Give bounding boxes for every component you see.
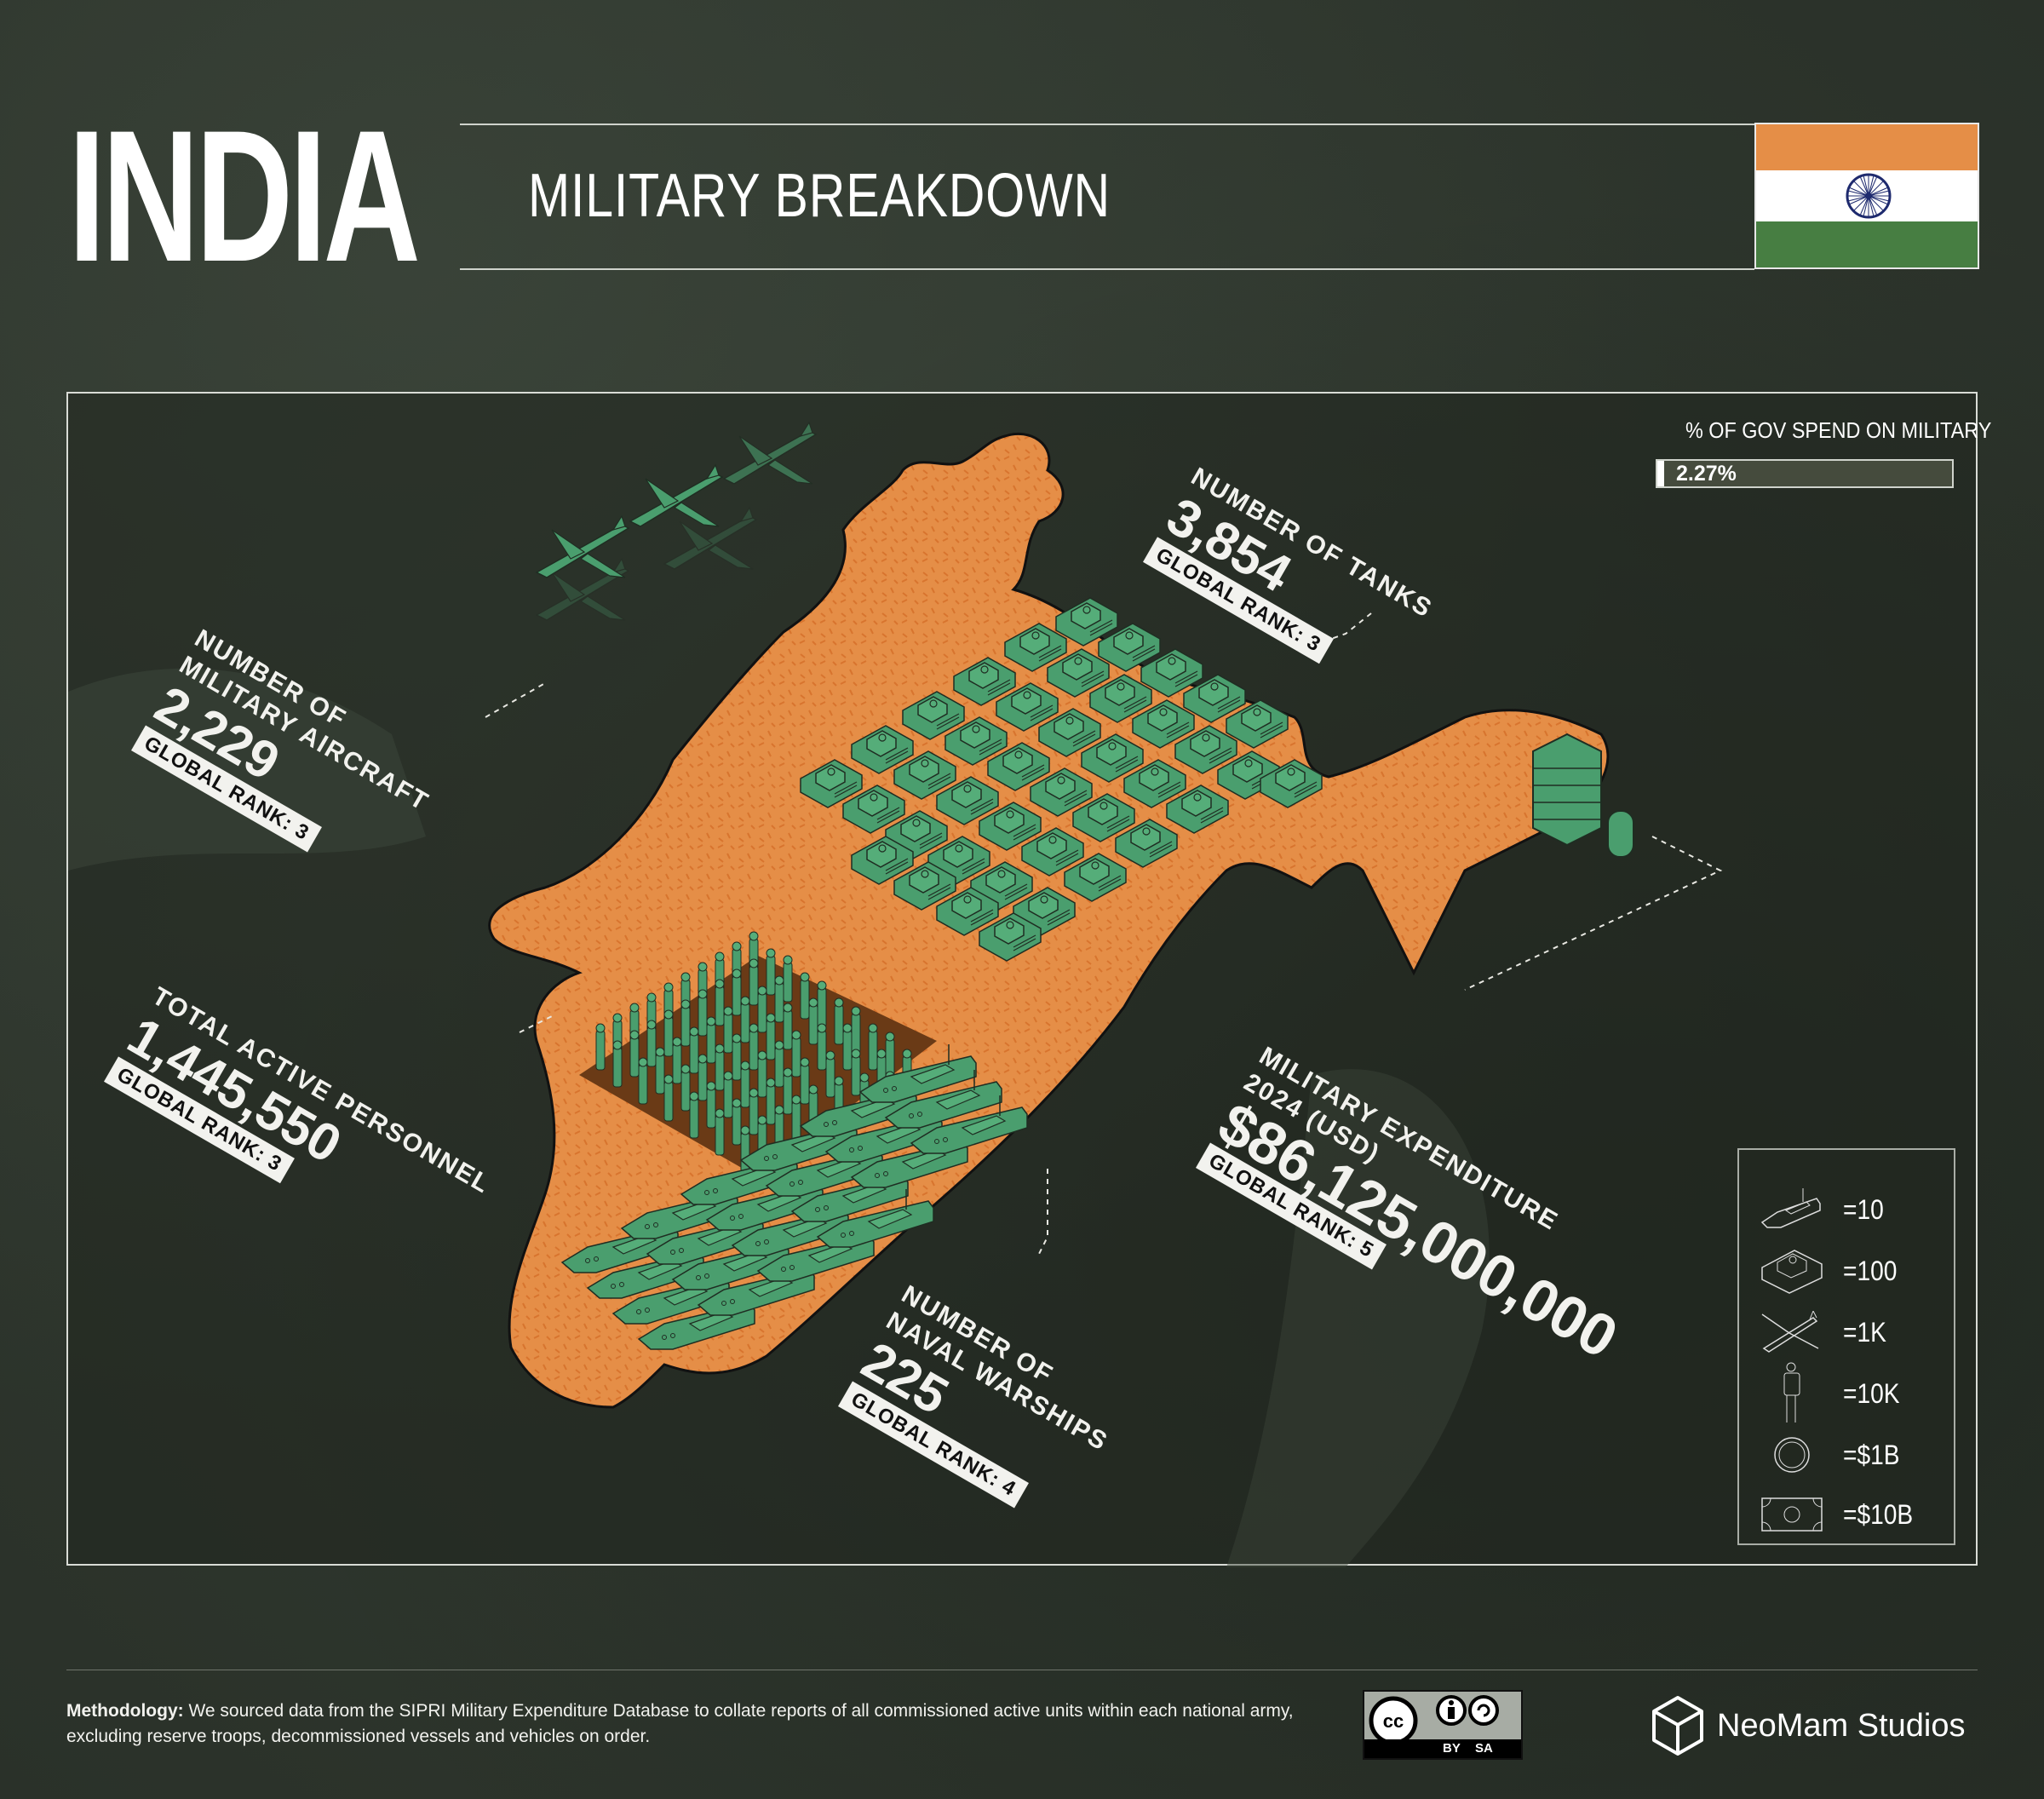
legend-item-banknote: =$10B	[1758, 1489, 1922, 1540]
ashoka-chakra-icon	[1846, 173, 1892, 219]
aircraft-units	[536, 422, 817, 621]
banknote-icon	[1758, 1489, 1826, 1540]
cc-license-badge[interactable]: cc BY SA	[1363, 1690, 1523, 1760]
india-map	[68, 422, 1723, 1567]
brand-name: NeoMam Studios	[1717, 1707, 1966, 1744]
header-rule-top	[460, 124, 1754, 125]
methodology-note: Methodology: We sourced data from the SI…	[66, 1698, 1327, 1750]
methodology-label: Methodology:	[66, 1701, 184, 1721]
page-subtitle: MILITARY BREAKDOWN	[528, 162, 1111, 230]
country-title: INDIA	[68, 91, 421, 301]
india-flag	[1754, 123, 1979, 269]
svg-text:cc: cc	[1383, 1710, 1404, 1732]
legend-item-tank: =100	[1758, 1245, 1904, 1296]
legend-item-coin: =$1B	[1758, 1429, 1908, 1480]
leader-lines	[485, 612, 1723, 1255]
flag-white-stripe	[1756, 170, 1978, 221]
cc-label-bar: BY SA	[1364, 1739, 1521, 1758]
cube-logo-icon	[1652, 1696, 1703, 1756]
gov-spend-label: % OF GOV SPEND ON MILITARY	[1685, 417, 1992, 443]
methodology-text: We sourced data from the SIPRI Military …	[66, 1701, 1294, 1746]
aircraft-icon	[1758, 1307, 1826, 1358]
cc-by-sa-icon: cc	[1369, 1695, 1499, 1745]
legend: =10 =100 =1K =10K =$1B	[1737, 1148, 1955, 1545]
brand-logo[interactable]: NeoMam Studios	[1651, 1695, 1965, 1756]
infographic-frame: % OF GOV SPEND ON MILITARY 2.27%	[66, 392, 1992, 1567]
coin-icon	[1758, 1429, 1826, 1480]
flag-saffron-stripe	[1756, 124, 1978, 170]
money-units	[1532, 733, 1634, 858]
gov-spend-panel: % OF GOV SPEND ON MILITARY 2.27%	[1656, 417, 1992, 488]
personnel-units	[579, 931, 937, 1177]
gov-spend-fill	[1657, 461, 1664, 486]
gov-spend-value: 2.27%	[1676, 462, 1737, 486]
tank-icon	[1758, 1245, 1826, 1296]
flag-green-stripe	[1756, 221, 1978, 267]
warship-icon	[1758, 1184, 1826, 1235]
legend-item-soldier: =10K	[1758, 1362, 1908, 1423]
header-rule-bottom	[460, 268, 1754, 270]
gov-spend-bar: 2.27%	[1656, 459, 1954, 488]
legend-item-aircraft: =1K	[1758, 1307, 1892, 1358]
legend-item-warship: =10	[1758, 1184, 1889, 1235]
soldier-icon	[1758, 1362, 1826, 1423]
